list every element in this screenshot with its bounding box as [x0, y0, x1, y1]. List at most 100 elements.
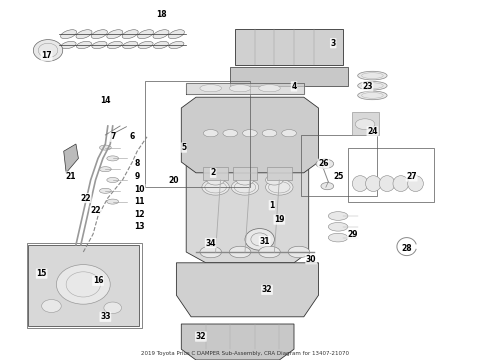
Text: 5: 5 [181, 143, 186, 152]
Ellipse shape [61, 41, 76, 49]
Text: 2: 2 [211, 168, 216, 177]
Ellipse shape [379, 176, 395, 192]
Polygon shape [181, 97, 318, 173]
Ellipse shape [99, 145, 111, 150]
Ellipse shape [266, 175, 283, 185]
Ellipse shape [259, 85, 280, 92]
Ellipse shape [362, 73, 383, 78]
Polygon shape [181, 324, 294, 360]
Ellipse shape [269, 181, 290, 193]
Ellipse shape [362, 83, 383, 89]
Ellipse shape [33, 40, 63, 61]
Ellipse shape [153, 30, 169, 39]
Text: 15: 15 [36, 269, 47, 278]
Ellipse shape [366, 176, 381, 192]
Text: 2019 Toyota Prius C DAMPER Sub-Assembly, CRA Diagram for 13407-21070: 2019 Toyota Prius C DAMPER Sub-Assembly,… [141, 351, 349, 356]
Ellipse shape [92, 41, 107, 49]
Text: 31: 31 [259, 237, 270, 246]
Ellipse shape [355, 119, 375, 130]
Ellipse shape [107, 199, 119, 204]
Text: 30: 30 [306, 255, 317, 264]
Text: 1: 1 [270, 201, 274, 210]
Text: 12: 12 [134, 210, 145, 219]
Ellipse shape [169, 30, 184, 39]
Ellipse shape [328, 233, 348, 242]
Ellipse shape [99, 167, 111, 172]
Ellipse shape [200, 246, 221, 258]
FancyBboxPatch shape [230, 67, 348, 86]
Ellipse shape [316, 159, 334, 168]
Text: 3: 3 [331, 39, 336, 48]
Ellipse shape [266, 179, 293, 195]
Text: 20: 20 [169, 176, 179, 185]
Ellipse shape [76, 30, 92, 39]
Ellipse shape [223, 130, 238, 137]
Ellipse shape [38, 43, 58, 58]
Ellipse shape [362, 93, 383, 98]
Ellipse shape [153, 41, 169, 49]
Ellipse shape [288, 246, 310, 258]
Ellipse shape [203, 130, 218, 137]
Ellipse shape [236, 175, 254, 185]
Text: 8: 8 [135, 159, 140, 168]
Ellipse shape [107, 177, 119, 183]
Text: 7: 7 [110, 132, 115, 141]
Ellipse shape [104, 302, 122, 314]
Text: 26: 26 [318, 159, 329, 168]
Text: 13: 13 [134, 222, 145, 231]
Polygon shape [176, 263, 318, 317]
Ellipse shape [202, 179, 229, 195]
Ellipse shape [42, 300, 61, 312]
FancyBboxPatch shape [28, 245, 139, 326]
Ellipse shape [352, 176, 368, 192]
Text: 17: 17 [41, 51, 52, 60]
Ellipse shape [61, 30, 76, 39]
Text: 22: 22 [90, 206, 101, 215]
Polygon shape [186, 151, 309, 263]
Text: 28: 28 [401, 244, 412, 253]
Ellipse shape [328, 212, 348, 220]
Text: 24: 24 [367, 127, 378, 136]
FancyBboxPatch shape [235, 29, 343, 65]
Ellipse shape [91, 30, 107, 39]
Text: 19: 19 [274, 215, 285, 224]
Ellipse shape [251, 233, 269, 246]
Text: 29: 29 [347, 230, 358, 239]
Ellipse shape [282, 130, 296, 137]
FancyBboxPatch shape [233, 167, 257, 180]
Ellipse shape [169, 41, 184, 49]
Ellipse shape [358, 91, 387, 100]
Text: 6: 6 [130, 132, 135, 141]
Ellipse shape [358, 81, 387, 90]
Ellipse shape [321, 183, 334, 190]
Text: 9: 9 [135, 172, 140, 181]
Ellipse shape [231, 179, 259, 195]
Text: 32: 32 [262, 285, 272, 294]
Ellipse shape [56, 265, 110, 304]
Text: 25: 25 [333, 172, 343, 181]
Text: 22: 22 [80, 194, 91, 202]
Ellipse shape [243, 130, 257, 137]
Ellipse shape [107, 156, 119, 161]
Ellipse shape [262, 130, 277, 137]
FancyBboxPatch shape [203, 167, 228, 180]
Ellipse shape [205, 181, 226, 193]
Ellipse shape [122, 30, 138, 39]
FancyBboxPatch shape [352, 112, 379, 135]
Text: 16: 16 [93, 276, 103, 285]
Ellipse shape [408, 176, 423, 192]
Ellipse shape [76, 41, 92, 49]
Ellipse shape [138, 41, 153, 49]
Text: 4: 4 [292, 82, 296, 91]
Text: 21: 21 [66, 172, 76, 181]
Ellipse shape [200, 85, 221, 92]
Ellipse shape [207, 175, 224, 185]
FancyBboxPatch shape [267, 167, 292, 180]
Ellipse shape [328, 222, 348, 231]
Text: 10: 10 [134, 185, 145, 194]
Ellipse shape [259, 246, 280, 258]
Ellipse shape [99, 188, 111, 193]
Ellipse shape [122, 41, 138, 49]
Text: 34: 34 [205, 239, 216, 248]
Ellipse shape [107, 41, 122, 49]
